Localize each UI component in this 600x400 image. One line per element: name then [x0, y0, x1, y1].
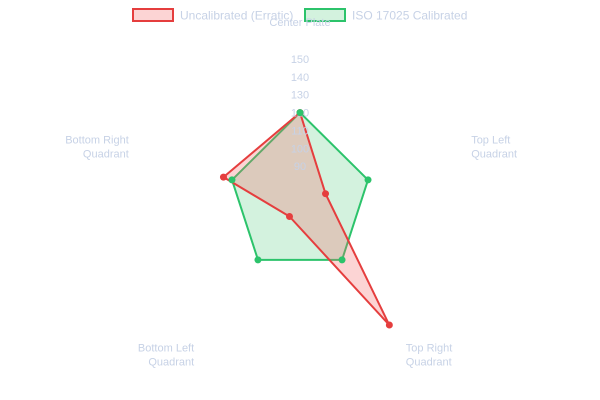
axis-label-line: Bottom Left	[138, 343, 194, 355]
data-point[interactable]	[219, 173, 227, 181]
axis-label-line: Center Plate	[269, 17, 330, 29]
axis-labels: Center Plate Top Left Quadrant Top Right Qua…	[65, 17, 517, 369]
axis-label-2: Top Right Quadrant	[406, 343, 452, 369]
axis-label-line: Quadrant	[83, 148, 129, 160]
data-point[interactable]	[254, 256, 262, 264]
legend-item-1[interactable]: ISO 17025 Calibrated	[304, 8, 467, 23]
data-point[interactable]	[364, 176, 372, 184]
legend-swatch	[304, 8, 346, 22]
axis-label-line: Top Right	[406, 343, 452, 355]
axis-label-line: Quadrant	[471, 148, 517, 160]
legend-label: Uncalibrated (Erratic)	[180, 9, 293, 23]
legend-swatch	[132, 8, 174, 22]
tick-label: 130	[291, 90, 309, 102]
legend: Uncalibrated (Erratic) ISO 17025 Calibrat…	[132, 8, 467, 23]
tick-label: 110	[291, 125, 309, 137]
data-point[interactable]	[385, 321, 393, 329]
series-area-0	[222, 111, 391, 326]
data-point[interactable]	[228, 176, 236, 184]
tick-label: 150	[291, 54, 309, 66]
series-points	[219, 109, 393, 329]
legend-label: ISO 17025 Calibrated	[352, 9, 467, 23]
axis-label-line: Quadrant	[406, 357, 452, 369]
axis-label-1: Top Left Quadrant	[471, 134, 517, 160]
axis-label-line: Quadrant	[148, 357, 194, 369]
radial-tick-labels: 90100110120130140150	[291, 54, 309, 173]
data-point[interactable]	[322, 190, 330, 198]
legend-item-0[interactable]: Uncalibrated (Erratic)	[132, 8, 293, 23]
tick-label: 140	[291, 72, 309, 84]
axis-label-line: Bottom Right	[65, 134, 129, 146]
series-areas	[222, 111, 391, 326]
series-area-1	[231, 111, 369, 261]
axis-label-line: Top Left	[471, 134, 510, 146]
data-point[interactable]	[285, 212, 293, 220]
data-point[interactable]	[338, 256, 346, 264]
data-point[interactable]	[296, 109, 304, 117]
tick-label: 90	[294, 161, 306, 173]
axis-label-3: Bottom Left Quadrant	[138, 343, 194, 369]
axis-label-4: Bottom Right Quadrant	[65, 134, 129, 160]
tick-label: 100	[291, 143, 309, 155]
axis-label-0: Center Plate	[269, 17, 330, 29]
